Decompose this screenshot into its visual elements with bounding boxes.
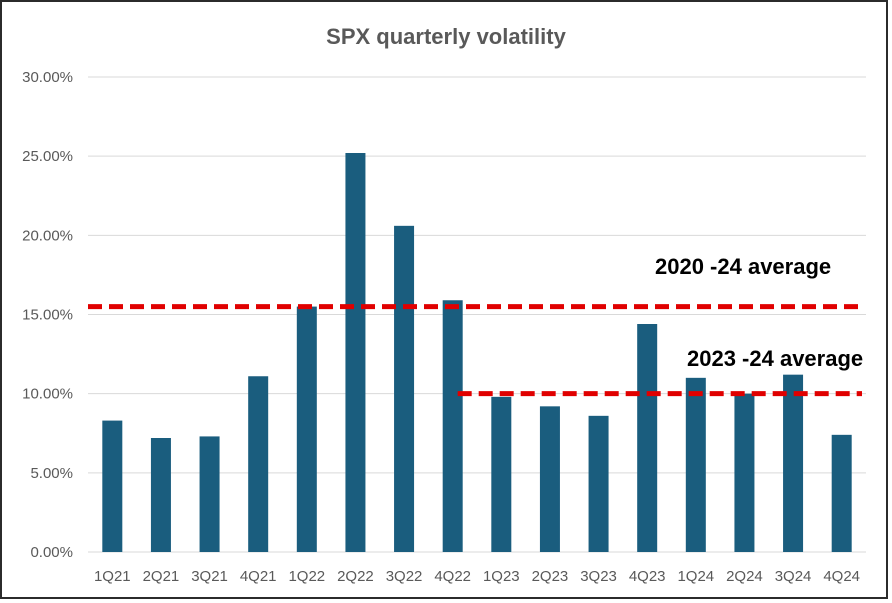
x-tick-label: 4Q22 [434, 568, 471, 585]
reference-line-labels: 2020 -24 average 2023 -24 average [655, 254, 863, 371]
bars [102, 153, 852, 553]
reference-line-label: 2023 -24 average [687, 346, 863, 371]
bar [248, 376, 269, 552]
y-tick-label: 5.00% [30, 465, 73, 482]
x-tick-label: 2Q24 [726, 568, 763, 585]
x-tick-label: 2Q22 [337, 568, 374, 585]
bar [394, 225, 415, 553]
x-tick-label: 1Q24 [677, 568, 714, 585]
x-tick-label: 3Q23 [580, 568, 617, 585]
bar [442, 300, 463, 552]
y-tick-label: 15.00% [22, 307, 73, 324]
x-tick-label: 3Q24 [775, 568, 812, 585]
x-tick-label: 4Q21 [240, 568, 277, 585]
x-tick-label: 4Q23 [629, 568, 666, 585]
bar [783, 374, 804, 552]
x-tick-label: 1Q23 [483, 568, 520, 585]
y-tick-label: 20.00% [22, 227, 73, 244]
bar [150, 438, 171, 552]
x-axis-tick-labels: 1Q21 2Q21 3Q21 4Q21 1Q22 2Q22 3Q22 4Q22 1Q23 2Q23… [94, 568, 860, 585]
bar [491, 396, 512, 552]
bar [102, 420, 123, 552]
bar [637, 324, 658, 552]
y-tick-label: 30.00% [22, 69, 73, 86]
bar [831, 434, 852, 552]
x-tick-label: 3Q21 [191, 568, 228, 585]
bar [734, 393, 755, 552]
bar [345, 153, 366, 552]
reference-lines [88, 304, 862, 397]
x-tick-label: 3Q22 [386, 568, 423, 585]
bar [199, 436, 220, 552]
x-tick-label: 2Q21 [143, 568, 180, 585]
bar [296, 306, 317, 552]
bar [539, 406, 560, 552]
y-tick-label: 0.00% [30, 544, 73, 561]
y-axis-tick-labels: 0.00% 5.00% 10.00% 15.00% 20.00% 25.00% 30.00% [22, 69, 73, 561]
x-tick-label: 4Q24 [823, 568, 860, 585]
bar [588, 415, 609, 552]
x-tick-label: 1Q22 [288, 568, 325, 585]
bar [685, 377, 706, 552]
y-tick-label: 10.00% [22, 386, 73, 403]
chart-title: SPX quarterly volatility [326, 24, 566, 49]
x-tick-label: 2Q23 [532, 568, 569, 585]
y-tick-label: 25.00% [22, 148, 73, 165]
reference-line-label: 2020 -24 average [655, 254, 831, 279]
x-tick-label: 1Q21 [94, 568, 131, 585]
